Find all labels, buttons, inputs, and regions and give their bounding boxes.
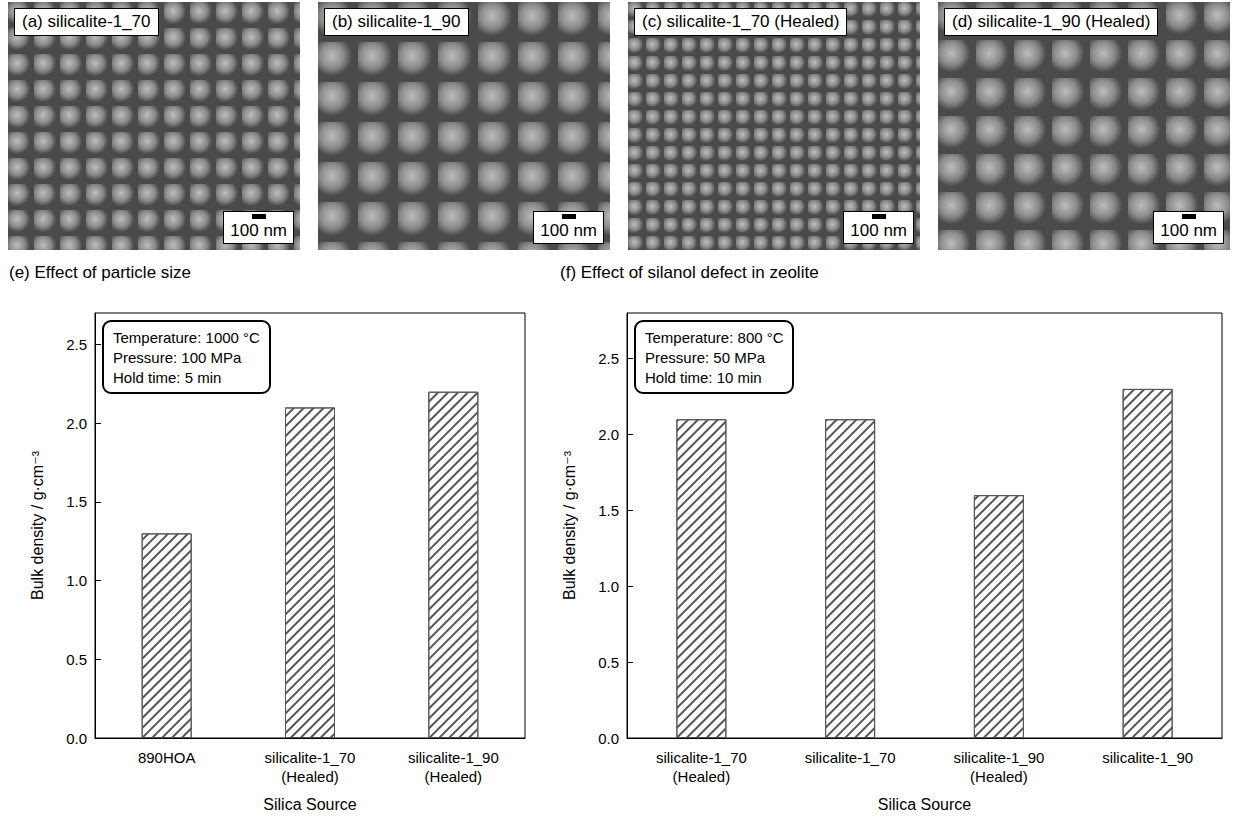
svg-text:890HOA: 890HOA xyxy=(138,749,196,766)
svg-text:2.5: 2.5 xyxy=(598,350,619,367)
svg-text:silicalite-1_90: silicalite-1_90 xyxy=(953,749,1044,766)
svg-text:silicalite-1_70: silicalite-1_70 xyxy=(265,749,356,766)
html-text:100 nm: 100 nm xyxy=(850,221,907,240)
svg-text:0.5: 0.5 xyxy=(66,651,87,668)
svg-text:Silica Source: Silica Source xyxy=(878,796,971,813)
html-text:(d) silicalite-1_90 (Healed): (d) silicalite-1_90 (Healed) xyxy=(952,12,1151,31)
html-text:(c) silicalite-1_70 (Healed): (c) silicalite-1_70 (Healed) xyxy=(642,12,840,31)
svg-text:silicalite-1_90: silicalite-1_90 xyxy=(408,749,499,766)
svg-text:(Healed): (Healed) xyxy=(673,768,731,785)
html-text:100 nm: 100 nm xyxy=(230,221,287,240)
html-text:(a) silicalite-1_70: (a) silicalite-1_70 xyxy=(22,12,151,31)
svg-text:2.0: 2.0 xyxy=(598,426,619,443)
svg-text:(Healed): (Healed) xyxy=(281,768,339,785)
svg-text:2.0: 2.0 xyxy=(66,415,87,432)
svg-text:Pressure: 50 MPa: Pressure: 50 MPa xyxy=(645,349,766,366)
svg-text:silicalite-1_70: silicalite-1_70 xyxy=(805,749,896,766)
svg-text:Hold time: 10 min: Hold time: 10 min xyxy=(645,369,762,386)
svg-text:2.5: 2.5 xyxy=(66,336,87,353)
svg-text:1.5: 1.5 xyxy=(66,493,87,510)
svg-text:Temperature: 800 °C: Temperature: 800 °C xyxy=(645,329,784,346)
html-text:(b) silicalite-1_90: (b) silicalite-1_90 xyxy=(332,12,461,31)
svg-text:0.0: 0.0 xyxy=(66,730,87,747)
svg-text:1.0: 1.0 xyxy=(598,578,619,595)
html-text:100 nm: 100 nm xyxy=(1160,221,1217,240)
svg-text:silicalite-1_90: silicalite-1_90 xyxy=(1102,749,1193,766)
svg-text:Silica Source: Silica Source xyxy=(263,796,356,813)
svg-text:Pressure: 100 MPa: Pressure: 100 MPa xyxy=(113,349,242,366)
svg-text:(Healed): (Healed) xyxy=(970,768,1028,785)
svg-text:0.5: 0.5 xyxy=(598,654,619,671)
svg-text:Temperature: 1000 °C: Temperature: 1000 °C xyxy=(113,329,260,346)
svg-text:silicalite-1_70: silicalite-1_70 xyxy=(656,749,747,766)
svg-text:(Healed): (Healed) xyxy=(425,768,483,785)
svg-text:1.0: 1.0 xyxy=(66,572,87,589)
html-text:100 nm: 100 nm xyxy=(540,221,597,240)
svg-text:Hold time: 5 min: Hold time: 5 min xyxy=(113,369,221,386)
svg-text:Bulk density / g·cm⁻³: Bulk density / g·cm⁻³ xyxy=(29,450,46,600)
svg-text:(e) Effect of particle size: (e) Effect of particle size xyxy=(9,263,191,282)
svg-text:0.0: 0.0 xyxy=(598,730,619,747)
svg-text:(f) Effect of silanol defect i: (f) Effect of silanol defect in zeolite xyxy=(560,263,819,282)
svg-text:1.5: 1.5 xyxy=(598,502,619,519)
svg-text:Bulk density / g·cm⁻³: Bulk density / g·cm⁻³ xyxy=(561,450,578,600)
